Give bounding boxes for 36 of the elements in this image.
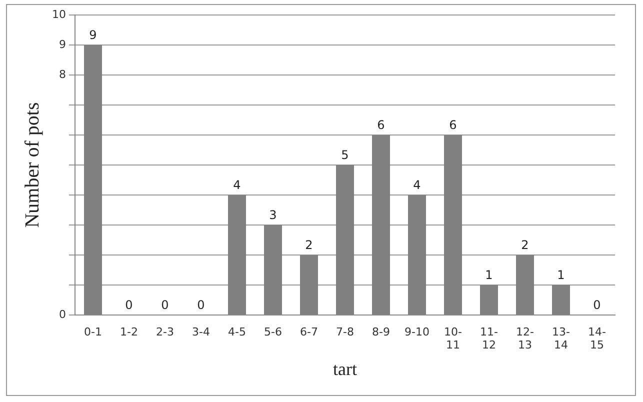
data-label: 4 [413,178,421,192]
data-label: 1 [485,268,493,282]
x-tick-label: 2-3 [156,325,174,338]
x-tick-label: 4-5 [228,325,246,338]
x-tick-label: 11-12 [480,325,498,352]
data-label: 2 [305,238,313,252]
x-tick-label: 8-9 [372,325,390,338]
data-label: 2 [521,238,529,252]
data-label: 6 [449,118,457,132]
y-tick-label: 9 [58,38,66,51]
y-tick-label: 8 [58,68,66,81]
data-label: 0 [197,298,205,312]
x-tick-label: 7-8 [336,325,354,338]
x-tick-label: 6-7 [300,325,318,338]
y-tick-label: 10 [52,8,66,21]
data-label: 9 [89,28,97,42]
data-label: 0 [161,298,169,312]
y-tick-label: 0 [58,308,66,321]
data-label: 4 [233,178,241,192]
data-label: 6 [377,118,385,132]
x-tick-label: 1-2 [120,325,138,338]
data-label: 3 [269,208,277,222]
data-label: 5 [341,148,349,162]
x-tick-label: 13-14 [552,325,570,352]
x-axis-title: tart [333,358,357,379]
x-tick-label: 14-15 [588,325,606,352]
x-tick-label: 10-11 [444,325,462,352]
x-tick-label: 3-4 [192,325,210,338]
x-tick-label: 9-10 [404,325,430,338]
x-tick-label: 5-6 [264,325,282,338]
x-tick-label: 12-13 [516,325,534,352]
y-axis-title: Number of pots [21,102,44,228]
data-label: 0 [125,298,133,312]
data-label: 0 [593,298,601,312]
x-tick-label: 0-1 [84,325,102,338]
data-label: 1 [557,268,565,282]
